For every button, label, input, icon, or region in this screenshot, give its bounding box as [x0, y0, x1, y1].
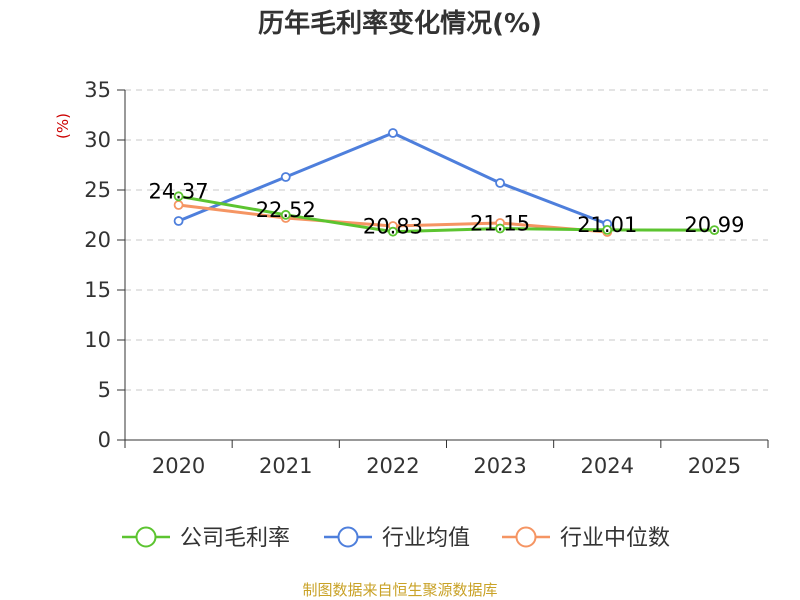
y-tick-label-10: 10	[84, 328, 111, 352]
series-line-1	[178, 131, 608, 226]
legend-label-1: 行业均值	[382, 526, 470, 551]
series-group	[173, 128, 720, 237]
y-tick-label-25: 25	[84, 178, 111, 202]
data-label-0: 24.37	[149, 179, 209, 203]
legend-marker-0	[135, 526, 157, 548]
y-tick-label-35: 35	[84, 78, 111, 102]
series-line-0	[178, 194, 715, 234]
x-tick-label-2024: 2024	[581, 454, 634, 478]
legend-label-2: 行业中位数	[560, 526, 670, 551]
chart-title: 历年毛利率变化情况(%)	[258, 8, 542, 39]
legend-label-0: 公司毛利率	[180, 526, 290, 551]
point-0-1	[280, 209, 291, 220]
point-0-5	[709, 225, 720, 236]
point-1-1	[280, 172, 291, 182]
data-label-4: 21.01	[577, 213, 637, 237]
legend-marker-1	[337, 526, 359, 548]
data-label-2: 20.83	[363, 215, 423, 239]
point-0-0	[173, 191, 184, 202]
point-1-0	[173, 216, 184, 226]
y-axis-label: (%)	[54, 113, 72, 139]
y-tick-label-15: 15	[84, 278, 111, 302]
legend: 公司毛利率 行业均值 行业中位数	[122, 526, 670, 551]
x-tick-label-2025: 2025	[688, 454, 741, 478]
y-tick-label-0: 0	[98, 428, 111, 452]
y-tick-label-20: 20	[84, 228, 111, 252]
x-tick-label-2023: 2023	[473, 454, 526, 478]
point-0-4	[602, 224, 613, 235]
y-tick-label-5: 5	[98, 378, 111, 402]
y-tick-label-30: 30	[84, 128, 111, 152]
data-labels: 24.37 22.52 20.83 21.15 21.01 20.99	[149, 179, 745, 238]
point-1-3	[495, 178, 505, 188]
data-label-3: 21.15	[470, 212, 530, 236]
x-tick-label-2022: 2022	[366, 454, 419, 478]
point-1-2	[388, 128, 398, 138]
source-note: 制图数据来自恒生聚源数据库	[302, 581, 497, 599]
gridlines	[125, 89, 768, 391]
data-label-5: 20.99	[684, 213, 744, 237]
point-0-2	[388, 226, 398, 237]
legend-marker-2	[515, 526, 537, 548]
x-tick-label-2021: 2021	[259, 454, 312, 478]
point-0-3	[495, 223, 505, 234]
data-label-1: 22.52	[256, 198, 316, 222]
x-tick-label-2020: 2020	[152, 454, 205, 478]
